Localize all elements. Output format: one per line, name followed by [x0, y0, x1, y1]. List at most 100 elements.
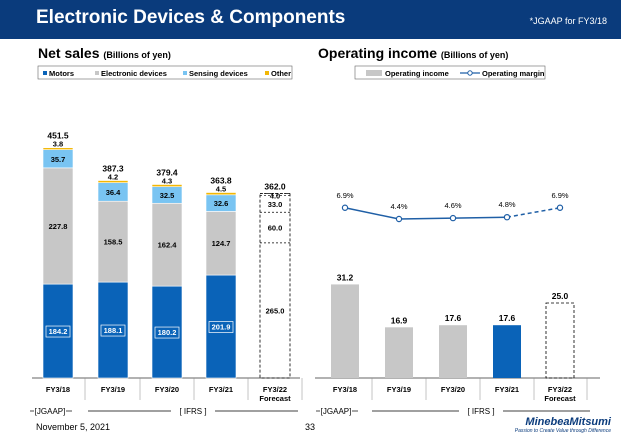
gaap-note: *JGAAP for FY3/18 — [529, 16, 607, 26]
net-sales-total-3: 363.8 — [210, 175, 232, 185]
legend-label-electronic-devices: Electronic devices — [101, 69, 167, 78]
net-sales-label-other-2: 4.3 — [162, 177, 172, 186]
net-sales-total-4: 362.0 — [264, 181, 286, 191]
operating-income-bar-1 — [385, 327, 413, 378]
operating-income-bar-3 — [493, 325, 521, 378]
net-sales-category-1: FY3/19 — [101, 385, 125, 394]
logo-tagline: Passion to Create Value through Differen… — [514, 428, 611, 434]
legend-swatch-other — [265, 71, 269, 75]
net-sales-total-0: 451.5 — [47, 131, 69, 141]
legend-marker-operating-margin — [467, 70, 473, 76]
page-title: Electronic Devices & Components — [36, 7, 346, 28]
operating-income-label-1: 16.9 — [391, 315, 408, 325]
net-sales-label-sensing-devices-1: 36.4 — [106, 188, 121, 197]
net-sales-legend — [37, 65, 293, 80]
operating-margin-point-1 — [395, 215, 403, 223]
operating-margin-point-0 — [341, 204, 349, 211]
operating-legend — [354, 65, 546, 80]
operating-income-label-3: 17.6 — [499, 313, 516, 323]
net-sales-category-3: FY3/21 — [209, 385, 233, 394]
net-sales-category-4: FY3/22 — [263, 385, 287, 394]
net-sales-forecast-bar — [259, 192, 291, 379]
operating-margin-label-0: 6.9% — [336, 191, 353, 200]
header-bar: Electronic Devices & Components *JGAAP f… — [0, 0, 621, 39]
net-sales-label-box-1 — [100, 324, 126, 337]
net-sales-label-sensing-devices-3: 32.6 — [214, 199, 229, 208]
operating-margin-segment-0 — [344, 207, 400, 220]
operating-margin-point-4 — [556, 204, 564, 211]
operating-category-sub-4: Forecast — [544, 394, 576, 403]
net-sales-category-2: FY3/20 — [155, 385, 179, 394]
operating-income-label-2: 17.6 — [445, 313, 462, 323]
page-number: 33 — [305, 422, 316, 432]
net-sales-total-1: 387.3 — [102, 163, 124, 173]
legend-label-operating-margin: Operating margin — [482, 69, 545, 78]
net-sales-label-box-2 — [154, 326, 180, 339]
net-sales-bar-electronic-devices-0 — [42, 167, 74, 285]
operating-margin-segment-3 — [506, 207, 561, 218]
net-sales-label-motors-3: 201.9 — [212, 323, 231, 332]
net-sales-bar-electronic-devices-3 — [205, 211, 237, 276]
net-sales-bar-other-0 — [42, 147, 74, 150]
operating-category-1: FY3/19 — [387, 385, 411, 394]
net-sales-label-sensing-devices-4: 33.0 — [268, 200, 283, 209]
footer-date: November 5, 2021 — [36, 422, 111, 432]
net-sales-label-sensing-devices-2: 32.5 — [160, 191, 175, 200]
legend-swatch-electronic-devices — [95, 71, 99, 75]
net-sales-label-box-3 — [208, 321, 234, 333]
net-sales-label-electronic-devices-2: 162.4 — [158, 241, 178, 250]
operating-income-bar-0 — [331, 284, 359, 378]
operating-margin-label-1: 4.4% — [390, 202, 407, 211]
operating-income-bar-2 — [439, 325, 467, 378]
net-sales-label-motors-1: 188.1 — [104, 326, 123, 335]
net-sales-total-2: 379.4 — [156, 168, 178, 178]
legend-swatch-sensing-devices — [183, 71, 187, 75]
operating-category-2: FY3/20 — [441, 385, 465, 394]
net-sales-category-0: FY3/18 — [46, 385, 70, 394]
logo-name: MinebeaMitsumi — [525, 416, 611, 428]
operating-income-unit: (Billions of yen) — [440, 50, 509, 60]
net-sales-ifrs-label: [ IFRS ] — [179, 407, 206, 416]
net-sales-unit: (Billions of yen) — [103, 50, 171, 60]
legend-label-sensing-devices: Sensing devices — [189, 69, 248, 78]
operating-margin-point-3 — [503, 213, 511, 221]
net-sales-title: Net sales (Billions of yen) — [38, 45, 171, 61]
operating-category-0: FY3/18 — [333, 385, 357, 394]
net-sales-label-electronic-devices-0: 227.8 — [49, 222, 68, 231]
operating-margin-point-2 — [449, 214, 457, 222]
operating-category-3: FY3/21 — [495, 385, 519, 394]
net-sales-bar-other-3 — [205, 192, 237, 196]
net-sales-label-motors-0: 184.2 — [49, 327, 68, 336]
operating-category-4: FY3/22 — [548, 385, 572, 394]
legend-swatch-operating-income — [366, 70, 382, 76]
operating-ifrs-label: [ IFRS ] — [467, 407, 494, 416]
net-sales-jgaap-label: [JGAAP] — [35, 407, 66, 416]
operating-margin-label-4: 6.9% — [551, 191, 568, 200]
legend-label-operating-income: Operating income — [385, 69, 449, 78]
operating-margin-segment-2 — [452, 216, 508, 219]
operating-jgaap-label: [JGAAP] — [321, 407, 352, 416]
net-sales-label-sensing-devices-0: 35.7 — [51, 155, 66, 164]
net-sales-label-electronic-devices-4: 60.0 — [268, 224, 283, 233]
net-sales-bar-electronic-devices-2 — [151, 202, 183, 287]
net-sales-label-box-0 — [45, 325, 71, 338]
net-sales-label-other-1: 4.2 — [108, 173, 118, 182]
net-sales-label-motors-2: 180.2 — [158, 328, 177, 337]
net-sales-label-motors-4: 265.0 — [266, 306, 285, 315]
net-sales-label-electronic-devices-1: 158.5 — [104, 238, 123, 247]
legend-swatch-motors — [43, 71, 47, 75]
legend-label-other: Other — [271, 69, 291, 78]
operating-income-label-4: 25.0 — [552, 291, 569, 301]
operating-income-title: Operating income (Billions of yen) — [318, 45, 508, 61]
net-sales-bar-other-1 — [97, 180, 129, 183]
net-sales-bar-electronic-devices-1 — [97, 200, 129, 283]
net-sales-category-sub-4: Forecast — [259, 394, 291, 403]
company-logo: MinebeaMitsumi Passion to Create Value t… — [515, 416, 611, 434]
net-sales-label-other-3: 4.5 — [216, 185, 226, 194]
operating-margin-segment-1 — [398, 217, 454, 220]
net-sales-bar-other-2 — [151, 184, 183, 187]
net-sales-label-electronic-devices-3: 124.7 — [212, 239, 231, 248]
operating-margin-label-3: 4.8% — [498, 200, 515, 209]
operating-margin-label-2: 4.6% — [444, 201, 461, 210]
